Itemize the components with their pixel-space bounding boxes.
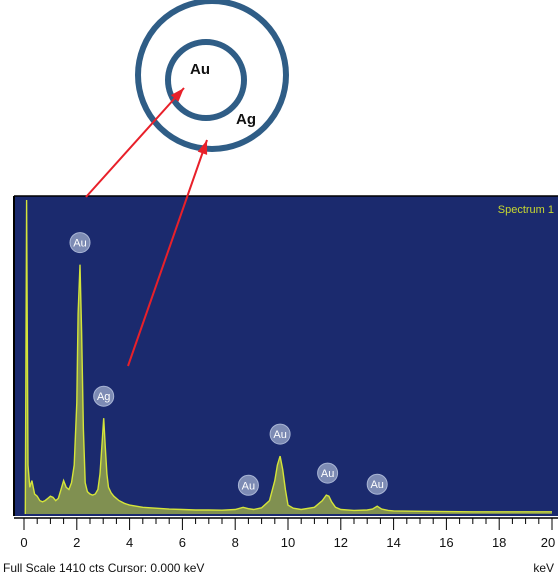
peak-label-text: Au: [321, 468, 334, 480]
x-axis: 0 2 4 6 8 10 12 14 16 18 20: [14, 517, 558, 550]
peak-label-badge: [93, 385, 115, 407]
plot-background: [14, 196, 558, 516]
x-tick-label-3: 6: [179, 535, 186, 550]
core-label: Au: [190, 61, 210, 78]
spectrum-series-line: [24, 199, 552, 515]
inner-core-ring: [165, 39, 247, 121]
outer-shell-ring: [135, 0, 289, 152]
peak-label-text: Au: [273, 429, 286, 441]
peak-label-badge: [69, 232, 91, 254]
spectrum-chart: Spectrum 1 Au Ag Au Au Au Au: [13, 195, 558, 516]
x-axis-label: keV: [533, 561, 554, 575]
x-tick-label-4: 8: [232, 535, 239, 550]
peak-label-1: Ag: [93, 385, 115, 407]
arrows: [85, 87, 208, 367]
x-tick-label-0: 0: [20, 535, 27, 550]
peak-label-badge: [269, 423, 291, 445]
peak-labels: Au Ag Au Au Au Au: [69, 232, 388, 496]
x-tick-label-7: 14: [386, 535, 400, 550]
peak-label-3: Au: [269, 423, 291, 445]
core-shell-diagram: Au Ag: [135, 0, 289, 152]
footer-status: Full Scale 1410 cts Cursor: 0.000 keV: [3, 561, 204, 575]
peak-label-text: Au: [242, 480, 255, 492]
x-tick-label-5: 10: [281, 535, 295, 550]
x-tick-label-10: 20: [541, 535, 555, 550]
x-tick-label-6: 12: [334, 535, 348, 550]
ag-pointer-arrow: [127, 139, 208, 367]
x-tick-label-9: 18: [492, 535, 506, 550]
shell-label: Ag: [236, 111, 256, 128]
x-tick-label-1: 2: [73, 535, 80, 550]
chart-title: Spectrum 1: [498, 204, 554, 216]
peak-label-badge: [317, 462, 339, 484]
peak-label-text: Au: [370, 479, 383, 491]
peak-label-4: Au: [317, 462, 339, 484]
au-arrow-head: [170, 88, 184, 102]
peak-label-2: Au: [237, 474, 259, 496]
peak-label-5: Au: [366, 473, 388, 495]
au-pointer-arrow: [85, 87, 185, 198]
peak-label-text: Ag: [97, 391, 110, 403]
peak-label-text: Au: [73, 238, 86, 250]
peak-label-badge: [366, 473, 388, 495]
peak-label-0: Au: [69, 232, 91, 254]
peak-label-badge: [237, 474, 259, 496]
x-tick-label-8: 16: [439, 535, 453, 550]
ag-arrow-head: [197, 140, 208, 155]
spectrum-fill: [25, 200, 553, 514]
x-tick-label-2: 4: [126, 535, 133, 550]
